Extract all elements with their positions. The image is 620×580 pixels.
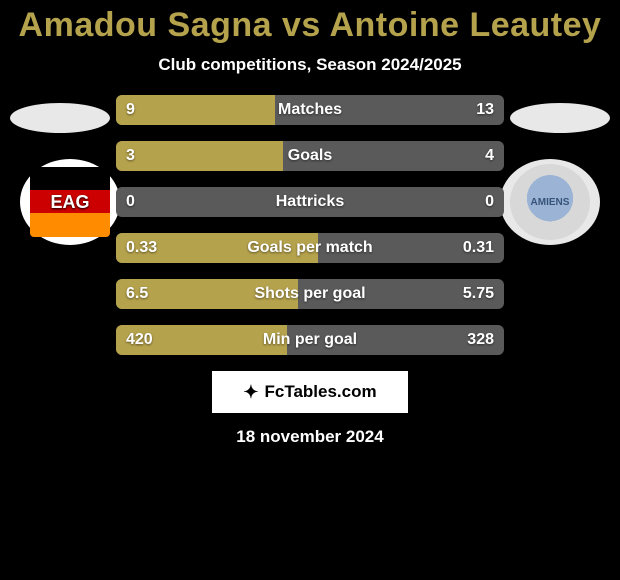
left-club-badge: EAG [20, 159, 120, 245]
eag-logo: EAG [30, 167, 110, 237]
stat-label: Min per goal [116, 325, 504, 355]
stat-row: 0.33Goals per match0.31 [116, 233, 504, 263]
stat-label: Goals per match [116, 233, 504, 263]
fctables-icon: ✦ [243, 382, 258, 403]
date: 18 november 2024 [0, 427, 620, 447]
stat-row: 3Goals4 [116, 141, 504, 171]
stat-row: 9Matches13 [116, 95, 504, 125]
stat-label: Shots per goal [116, 279, 504, 309]
subtitle: Club competitions, Season 2024/2025 [0, 55, 620, 75]
left-flag [10, 103, 110, 133]
stat-row: 0Hattricks0 [116, 187, 504, 217]
stat-label: Matches [116, 95, 504, 125]
stat-row: 6.5Shots per goal5.75 [116, 279, 504, 309]
stat-label: Goals [116, 141, 504, 171]
right-flag [510, 103, 610, 133]
footer-badge[interactable]: ✦ FcTables.com [212, 371, 408, 413]
stats-bars: 9Matches13 3Goals4 0Hattricks0 0.33Goals pe… [116, 95, 504, 355]
comparison-area: EAG AMIENS 9Matches133Goals40Hattricks00… [0, 95, 620, 355]
stat-value-right: 0 [485, 187, 494, 217]
stat-label: Hattricks [116, 187, 504, 217]
stat-value-right: 13 [476, 95, 494, 125]
stat-value-right: 5.75 [463, 279, 494, 309]
stat-value-right: 0.31 [463, 233, 494, 263]
stat-row: 420Min per goal328 [116, 325, 504, 355]
stat-value-right: 4 [485, 141, 494, 171]
page-title: Amadou Sagna vs Antoine Leautey [0, 0, 620, 45]
fctables-text: FcTables.com [264, 382, 376, 402]
amiens-logo: AMIENS [510, 164, 590, 240]
stat-value-right: 328 [467, 325, 494, 355]
right-club-badge: AMIENS [500, 159, 600, 245]
